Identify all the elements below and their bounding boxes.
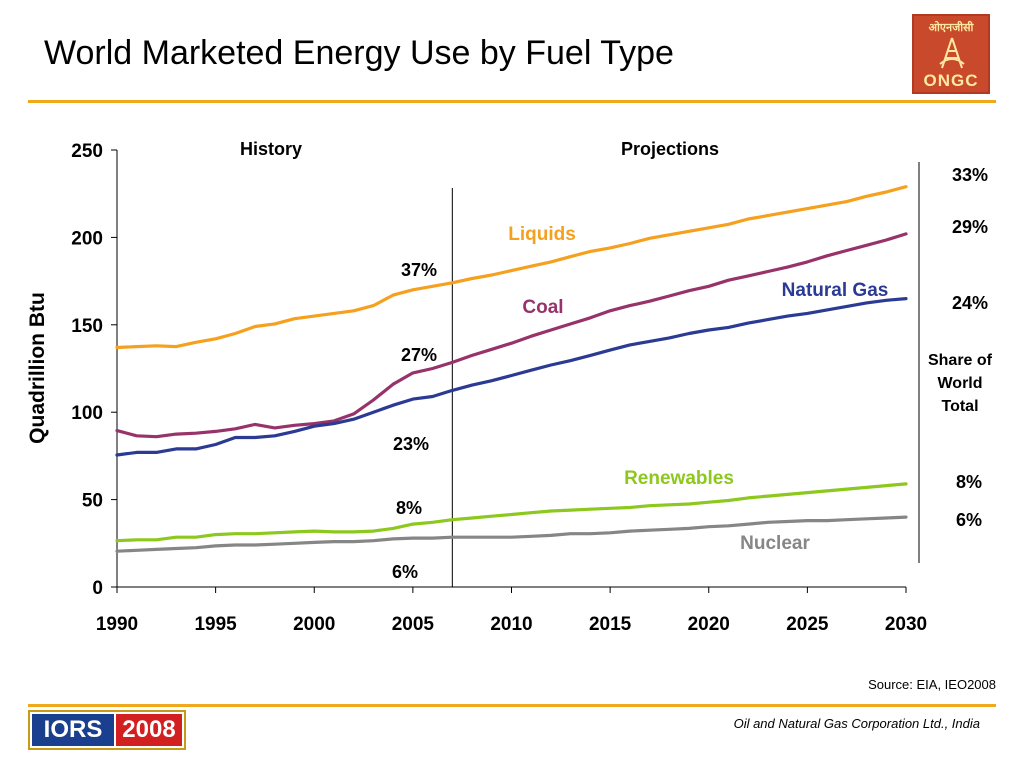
y-tick-label: 100 (71, 403, 103, 424)
share-2005-coal: 27% (401, 345, 437, 365)
y-tick-label: 250 (71, 141, 103, 162)
series-label-liquids: Liquids (508, 224, 576, 245)
share-2005-nuclear: 6% (392, 562, 418, 582)
y-tick-label: 50 (82, 491, 103, 512)
share-2005-renewables: 8% (396, 498, 422, 518)
x-tick-label: 2000 (293, 614, 335, 635)
x-tick-label: 1995 (194, 614, 237, 635)
oil-derrick-icon (939, 37, 965, 69)
title-divider (28, 100, 996, 103)
series-line-renewables (115, 482, 908, 543)
logo-ongc-text: ONGC (923, 71, 979, 90)
share-2030-nuclear: 6% (956, 510, 982, 530)
iors-badge: IORS 2008 (28, 710, 186, 750)
series-line-coal (115, 232, 908, 439)
footer-divider (28, 704, 996, 707)
history-label: History (240, 139, 302, 159)
x-tick-label: 2010 (490, 614, 532, 635)
series-label-coal: Coal (522, 297, 563, 318)
projections-label: Projections (621, 139, 719, 159)
x-tick-label: 2025 (786, 614, 829, 635)
share-heading-line: Total (941, 398, 978, 415)
y-axis-title: Quadrillion Btu (26, 292, 49, 444)
series-label-nuclear: Nuclear (740, 533, 810, 554)
chart-labels: History Projections Liquids 37% 33% Coal 27% 29… (240, 139, 993, 582)
share-heading-line: Share of (928, 352, 993, 369)
iors-badge-left: IORS (32, 714, 114, 746)
x-tick-label: 2005 (392, 614, 435, 635)
x-tick-label: 2020 (688, 614, 730, 635)
ongc-logo: ओएनजीसी ONGC (912, 14, 990, 94)
share-heading: Share of World Total (928, 352, 993, 415)
series-label-renewables: Renewables (624, 468, 734, 489)
x-tick-label: 2015 (589, 614, 632, 635)
share-2030-natural-gas: 24% (952, 293, 988, 313)
series-line-natural-gas (115, 297, 908, 457)
chart-series-lines (115, 185, 908, 553)
iors-badge-right: 2008 (116, 714, 182, 746)
x-tick-label: 1990 (96, 614, 138, 635)
logo-hindi-text: ओएनजीसी (928, 21, 974, 34)
share-2005-natural-gas: 23% (393, 434, 429, 454)
y-tick-label: 150 (71, 316, 103, 337)
chart-axes: 0 50 100 150 200 250 1990 1995 2000 2005 2010 2015 2… (26, 141, 927, 635)
share-heading-line: World (937, 375, 982, 392)
share-2030-renewables: 8% (956, 472, 982, 492)
y-tick-label: 0 (92, 578, 103, 599)
series-label-natural-gas: Natural Gas (782, 280, 889, 301)
series-line-liquids (115, 185, 908, 350)
slide-title: World Marketed Energy Use by Fuel Type (44, 34, 674, 72)
x-tick-label: 2030 (885, 614, 927, 635)
share-2030-liquids: 33% (952, 165, 988, 185)
source-note: Source: EIA, IEO2008 (868, 677, 996, 692)
series-line-nuclear (115, 515, 908, 553)
share-2005-liquids: 37% (401, 260, 437, 280)
share-2030-coal: 29% (952, 217, 988, 237)
y-tick-label: 200 (71, 228, 103, 249)
company-name: Oil and Natural Gas Corporation Ltd., In… (733, 716, 980, 731)
